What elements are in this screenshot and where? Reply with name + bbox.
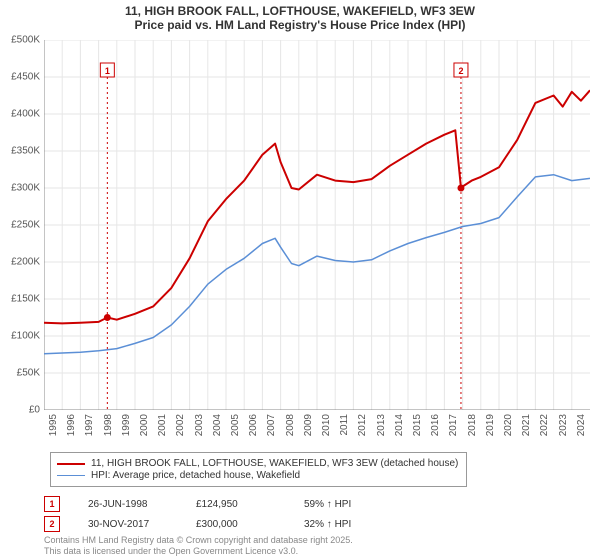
y-tick-label: £300K xyxy=(11,183,40,194)
x-tick-label: 2010 xyxy=(321,414,332,436)
legend-label: HPI: Average price, detached house, Wake… xyxy=(91,470,300,481)
x-tick-label: 2012 xyxy=(357,414,368,436)
legend-label: 11, HIGH BROOK FALL, LOFTHOUSE, WAKEFIEL… xyxy=(91,458,458,469)
transaction-delta: 59% ↑ HPI xyxy=(304,499,384,510)
y-tick-label: £150K xyxy=(11,294,40,305)
transaction-price: £124,950 xyxy=(196,499,276,510)
x-tick-label: 2003 xyxy=(194,414,205,436)
y-tick-label: £350K xyxy=(11,146,40,157)
transaction-list: 1 26-JUN-1998 £124,950 59% ↑ HPI 2 30-NOV-201… xyxy=(44,496,584,536)
y-tick-label: £250K xyxy=(11,220,40,231)
x-tick-label: 1998 xyxy=(103,414,114,436)
x-tick-label: 2015 xyxy=(412,414,423,436)
x-tick-label: 2008 xyxy=(285,414,296,436)
y-tick-label: £50K xyxy=(17,368,40,379)
x-axis-labels: 1995 1996 1997 1998 1999 2000 2001 2002 2003 2004… xyxy=(44,412,590,452)
legend-swatch xyxy=(57,463,85,465)
y-tick-label: £450K xyxy=(11,72,40,83)
x-tick-label: 2001 xyxy=(157,414,168,436)
footer-line-1: Contains HM Land Registry data © Crown c… xyxy=(44,535,353,545)
legend: 11, HIGH BROOK FALL, LOFTHOUSE, WAKEFIEL… xyxy=(50,452,467,487)
legend-swatch xyxy=(57,475,85,476)
footer: Contains HM Land Registry data © Crown c… xyxy=(44,535,353,556)
y-tick-label: £200K xyxy=(11,257,40,268)
chart-container: 11, HIGH BROOK FALL, LOFTHOUSE, WAKEFIEL… xyxy=(0,0,600,560)
transaction-marker: 2 xyxy=(44,516,60,532)
x-tick-label: 2006 xyxy=(248,414,259,436)
transaction-row: 1 26-JUN-1998 £124,950 59% ↑ HPI xyxy=(44,496,584,512)
x-tick-label: 2020 xyxy=(503,414,514,436)
transaction-delta: 32% ↑ HPI xyxy=(304,519,384,530)
x-tick-label: 1997 xyxy=(84,414,95,436)
x-tick-label: 2018 xyxy=(467,414,478,436)
x-tick-label: 1995 xyxy=(48,414,59,436)
x-tick-label: 2022 xyxy=(539,414,550,436)
x-tick-label: 2013 xyxy=(376,414,387,436)
x-tick-label: 2019 xyxy=(485,414,496,436)
legend-item: 11, HIGH BROOK FALL, LOFTHOUSE, WAKEFIEL… xyxy=(57,458,458,469)
svg-text:1: 1 xyxy=(105,66,110,76)
chart-area: 12 xyxy=(44,40,590,410)
x-tick-label: 1999 xyxy=(121,414,132,436)
x-tick-label: 2004 xyxy=(212,414,223,436)
x-tick-label: 2007 xyxy=(266,414,277,436)
transaction-price: £300,000 xyxy=(196,519,276,530)
x-tick-label: 2016 xyxy=(430,414,441,436)
svg-text:2: 2 xyxy=(458,66,463,76)
x-tick-label: 1996 xyxy=(66,414,77,436)
chart-svg: 12 xyxy=(44,40,590,410)
title-line-1: 11, HIGH BROOK FALL, LOFTHOUSE, WAKEFIEL… xyxy=(0,4,600,18)
x-tick-label: 2017 xyxy=(448,414,459,436)
y-tick-label: £400K xyxy=(11,109,40,120)
y-axis-labels: £0£50K£100K£150K£200K£250K£300K£350K£400… xyxy=(0,40,44,410)
title-block: 11, HIGH BROOK FALL, LOFTHOUSE, WAKEFIEL… xyxy=(0,0,600,33)
x-tick-label: 2023 xyxy=(558,414,569,436)
x-tick-label: 2024 xyxy=(576,414,587,436)
title-line-2: Price paid vs. HM Land Registry's House … xyxy=(0,18,600,32)
x-tick-label: 2005 xyxy=(230,414,241,436)
y-tick-label: £0 xyxy=(29,405,40,416)
transaction-row: 2 30-NOV-2017 £300,000 32% ↑ HPI xyxy=(44,516,584,532)
x-tick-label: 2021 xyxy=(521,414,532,436)
x-tick-label: 2011 xyxy=(339,414,350,436)
x-tick-label: 2002 xyxy=(175,414,186,436)
transaction-date: 26-JUN-1998 xyxy=(88,499,168,510)
x-tick-label: 2009 xyxy=(303,414,314,436)
x-tick-label: 2000 xyxy=(139,414,150,436)
legend-item: HPI: Average price, detached house, Wake… xyxy=(57,470,458,481)
x-tick-label: 2014 xyxy=(394,414,405,436)
footer-line-2: This data is licensed under the Open Gov… xyxy=(44,546,353,556)
y-tick-label: £500K xyxy=(11,35,40,46)
transaction-date: 30-NOV-2017 xyxy=(88,519,168,530)
transaction-marker: 1 xyxy=(44,496,60,512)
y-tick-label: £100K xyxy=(11,331,40,342)
